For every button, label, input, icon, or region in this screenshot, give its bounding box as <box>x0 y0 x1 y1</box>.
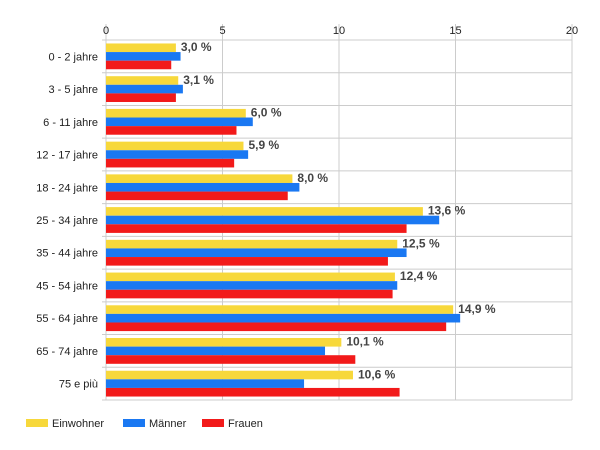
category-label: 55 - 64 jahre <box>36 313 98 325</box>
legend-label: Einwohner <box>52 418 104 430</box>
category-label: 25 - 34 jahre <box>36 215 98 227</box>
bar-frauen <box>106 60 172 70</box>
data-label: 6,0 % <box>251 106 282 120</box>
bar-männer <box>106 248 407 258</box>
data-label: 5,9 % <box>248 138 279 152</box>
bar-frauen <box>106 93 176 102</box>
legend-swatch-frauen <box>202 419 224 427</box>
bar-frauen <box>106 257 388 266</box>
bar-einwohner <box>106 43 176 53</box>
x-axis-ticks: 0 5 10 15 20 <box>103 25 578 37</box>
bar-frauen <box>106 387 400 397</box>
bar-männer <box>106 117 253 127</box>
data-label: 10,1 % <box>346 335 384 349</box>
x-tick-label: 5 <box>219 25 225 37</box>
legend-swatch-einwohner <box>26 419 48 427</box>
category-label: 3 - 5 jahre <box>48 84 98 96</box>
bar-männer <box>106 346 326 356</box>
data-label: 12,5 % <box>402 236 440 250</box>
data-label: 14,9 % <box>458 302 496 316</box>
bar-einwohner <box>106 305 454 314</box>
bar-einwohner <box>106 370 353 380</box>
data-label: 12,4 % <box>400 269 438 283</box>
category-label: 75 e più <box>59 379 98 391</box>
bar-frauen <box>106 355 356 364</box>
category-label: 12 - 17 jahre <box>36 150 98 162</box>
category-label: 18 - 24 jahre <box>36 182 98 194</box>
category-label: 45 - 54 jahre <box>36 280 98 292</box>
data-label: 10,6 % <box>358 367 396 381</box>
bar-männer <box>106 313 461 323</box>
bar-einwohner <box>106 338 342 347</box>
data-label: 13,6 % <box>428 204 466 218</box>
bar-frauen <box>106 322 447 332</box>
category-labels: 0 - 2 jahre 3 - 5 jahre 6 - 11 jahre 12 - 1… <box>36 51 98 390</box>
bar-männer <box>106 379 305 388</box>
data-label: 8,0 % <box>297 171 328 185</box>
x-tick-label: 20 <box>566 25 578 37</box>
bar-einwohner <box>106 76 179 85</box>
category-label: 6 - 11 jahre <box>43 117 98 129</box>
legend-swatch-männer <box>123 419 145 427</box>
data-label: 3,1 % <box>183 73 214 87</box>
category-label: 35 - 44 jahre <box>36 248 98 260</box>
bar-frauen <box>106 158 235 168</box>
bar-einwohner <box>106 207 423 216</box>
bar-einwohner <box>106 272 395 282</box>
bar-männer <box>106 52 181 61</box>
bar-männer <box>106 150 249 159</box>
legend-label: Männer <box>149 418 187 430</box>
bar-einwohner <box>106 174 293 183</box>
bar-einwohner <box>106 141 244 151</box>
data-label: 3,0 % <box>181 40 212 54</box>
legend-label: Frauen <box>228 418 263 430</box>
category-label: 65 - 74 jahre <box>36 346 98 358</box>
bar-männer <box>106 215 440 225</box>
bar-männer <box>106 182 300 192</box>
category-label: 0 - 2 jahre <box>48 51 98 63</box>
bar-männer <box>106 84 183 94</box>
x-tick-label: 15 <box>449 25 461 37</box>
bar-frauen <box>106 289 393 299</box>
bar-einwohner <box>106 108 246 118</box>
bar-frauen <box>106 224 407 233</box>
data-labels: 3,0 % 3,1 % 6,0 % 5,9 % 8,0 % 13,6 % 12,5 % 12,… <box>181 40 496 381</box>
x-tick-label: 10 <box>333 25 345 37</box>
bars <box>106 43 461 397</box>
legend: Einwohner Männer Frauen <box>26 418 263 430</box>
grid <box>102 24 573 401</box>
bar-einwohner <box>106 239 398 249</box>
bar-frauen <box>106 191 288 201</box>
bar-frauen <box>106 126 237 135</box>
x-tick-label: 0 <box>103 25 109 37</box>
bar-männer <box>106 281 398 290</box>
